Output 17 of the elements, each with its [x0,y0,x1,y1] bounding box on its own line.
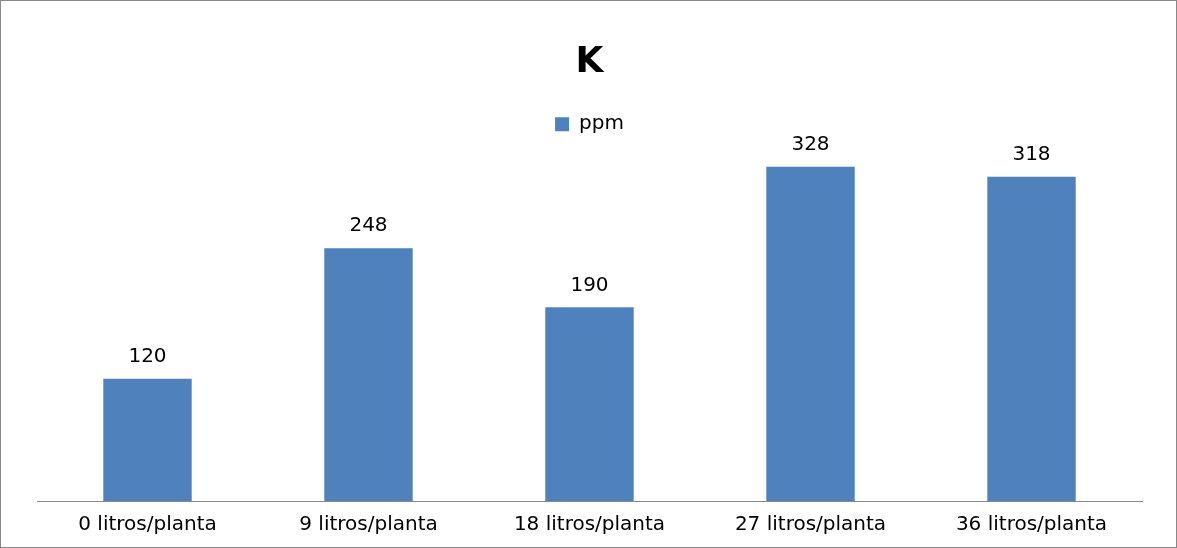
x-tick-label: 0 litros/planta [78,511,217,536]
bar [766,166,855,501]
x-tick-label: 36 litros/planta [955,511,1108,536]
data-label: 190 [570,271,609,296]
bar [103,378,192,501]
x-tick-label: 27 litros/planta [734,511,887,536]
data-label: 248 [349,212,388,237]
bar [324,248,413,501]
data-label: 328 [791,130,830,155]
x-tick-label: 18 litros/planta [513,511,666,536]
bar [987,176,1076,501]
x-tick-label: 9 litros/planta [299,511,438,536]
legend-label: ppm [579,110,624,135]
data-label: 318 [1012,141,1051,166]
chart-title: K [575,38,605,80]
bar [545,307,634,501]
data-label: 120 [128,342,167,367]
